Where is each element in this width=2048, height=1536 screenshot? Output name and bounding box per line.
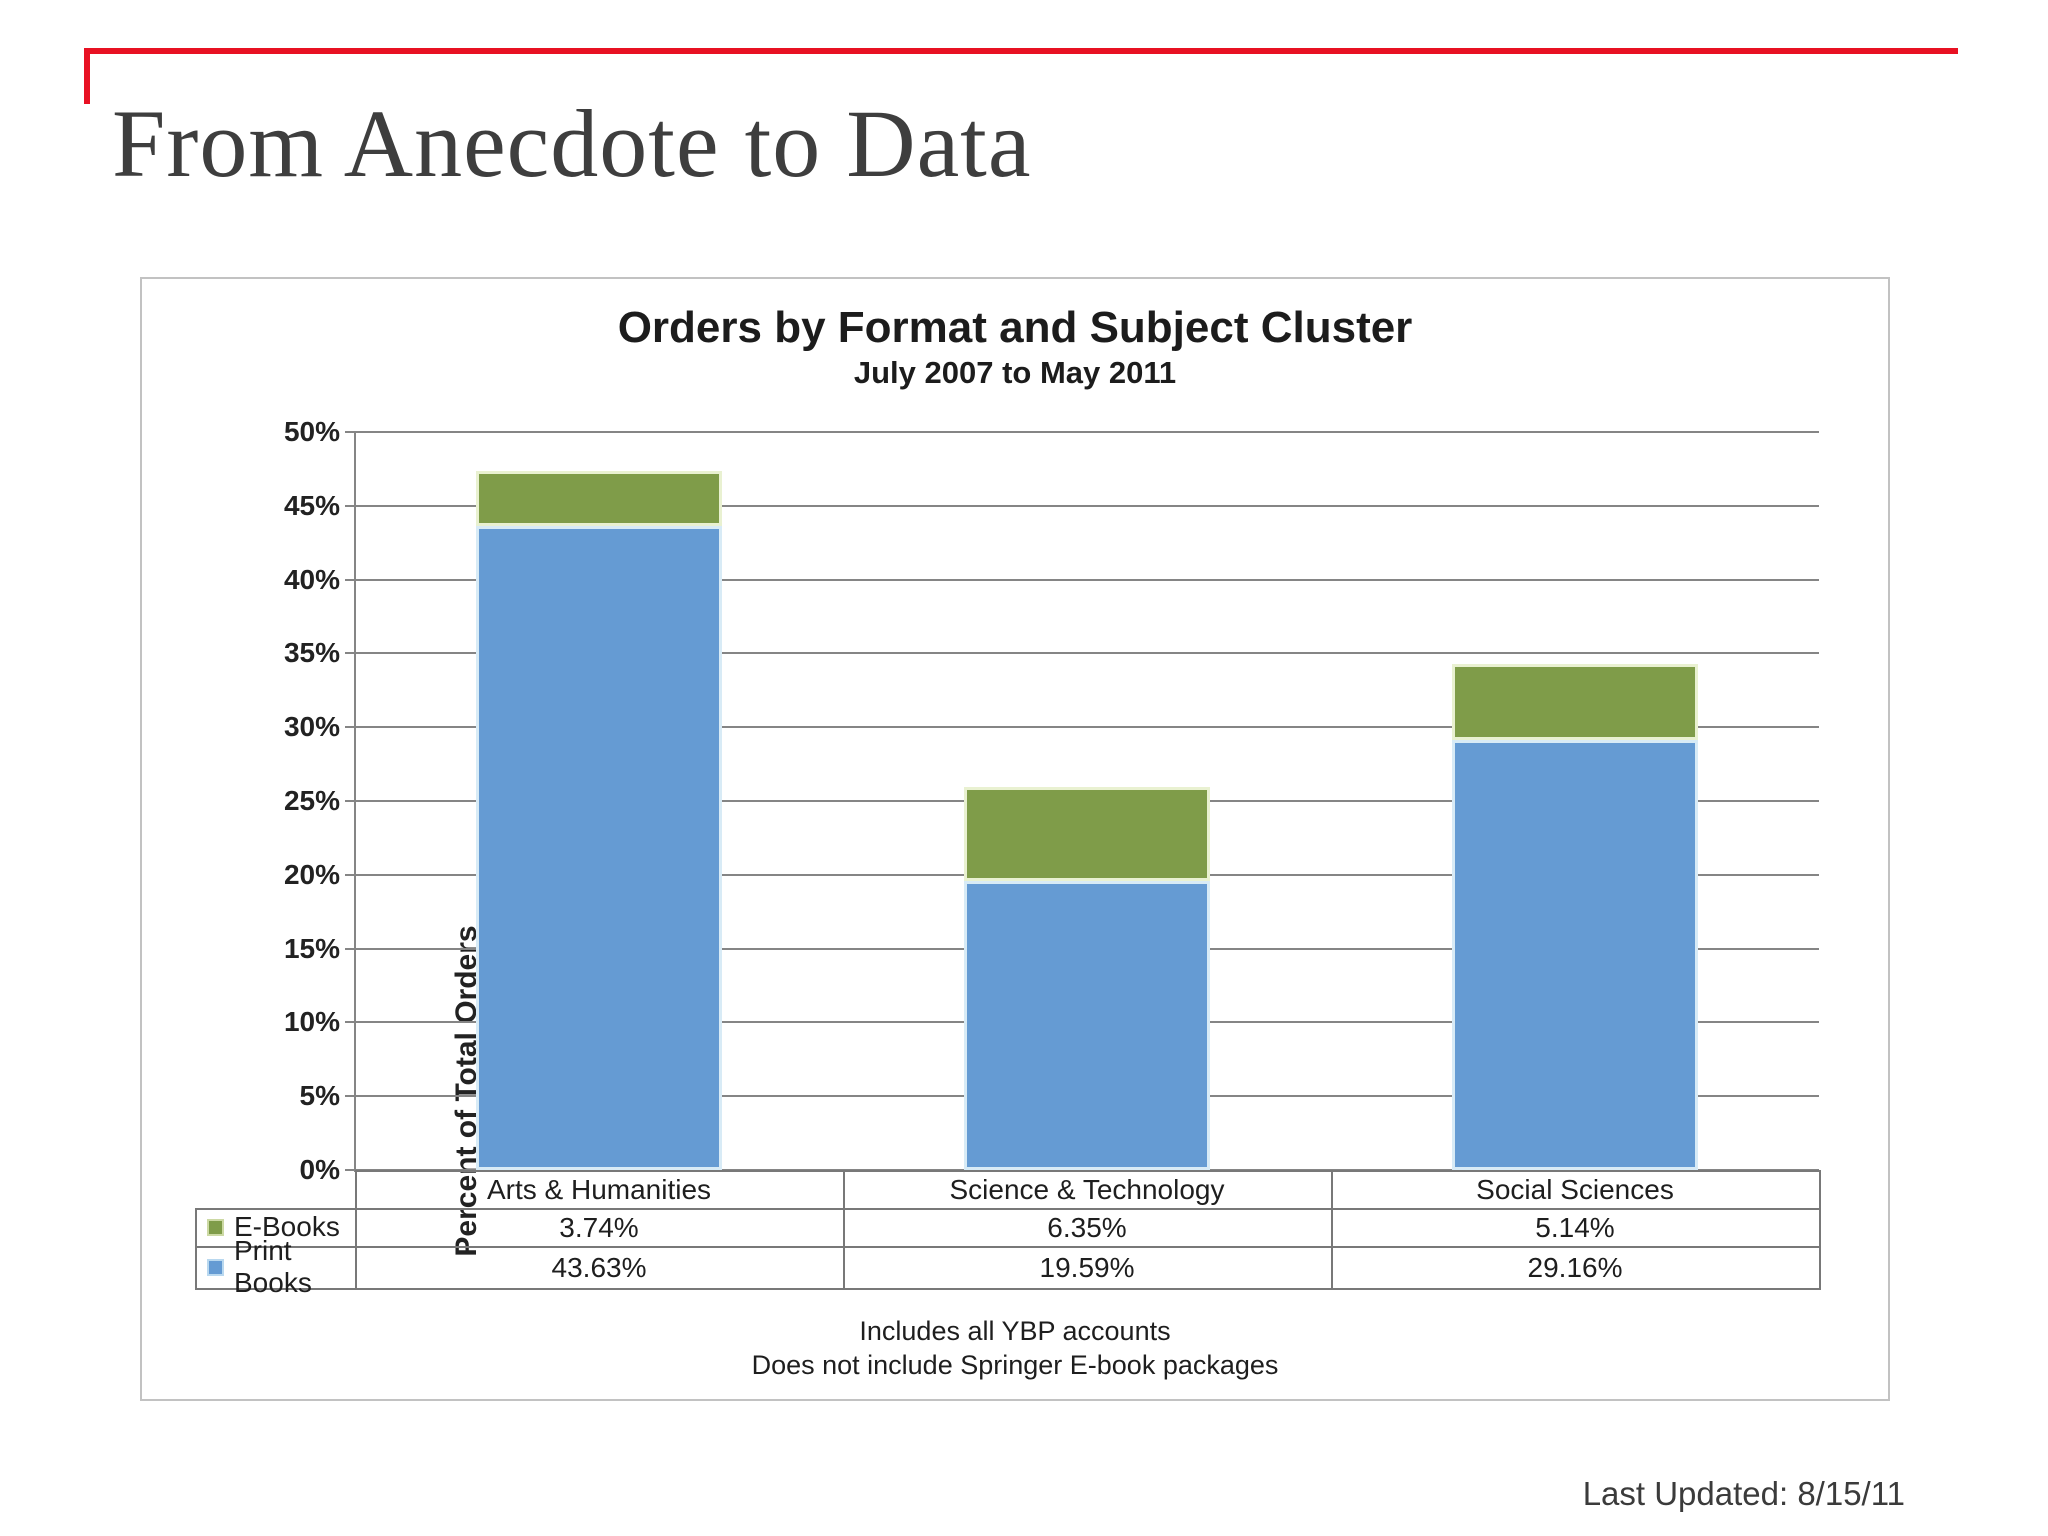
gridline <box>345 504 1819 507</box>
top-accent-line <box>84 48 1958 54</box>
bar-segment-ebooks <box>964 787 1210 881</box>
ebooks-legend-swatch-icon <box>207 1218 224 1236</box>
chart-title: Orders by Format and Subject Cluster <box>617 303 1413 352</box>
bar-1 <box>476 471 722 1170</box>
plot-area: Percent of Total Orders 0% 5% 10% 15% 20% 25%… <box>284 416 1819 1257</box>
bar-3 <box>1452 664 1698 1170</box>
bar-segment-printbooks <box>476 526 722 1170</box>
value-cell: 19.59% <box>1039 1252 1135 1283</box>
table-border <box>843 1170 845 1290</box>
value-cell: 5.14% <box>1535 1212 1615 1243</box>
y-tick-label: 20% <box>283 858 340 890</box>
gridline <box>345 431 1819 433</box>
y-axis-line <box>354 432 356 1172</box>
value-cell: 6.35% <box>1047 1212 1127 1243</box>
table-border <box>355 1170 357 1290</box>
footnote-line-2: Does not include Springer E-book package… <box>751 1350 1279 1380</box>
table-border <box>195 1246 1821 1248</box>
printbooks-legend-swatch-icon <box>207 1258 224 1276</box>
footnote-line-1: Includes all YBP accounts <box>859 1316 1171 1346</box>
y-tick-label: 50% <box>283 416 340 447</box>
bar-segment-printbooks <box>1452 740 1698 1170</box>
value-cell: 43.63% <box>551 1252 647 1283</box>
category-label: Science & Technology <box>949 1174 1225 1205</box>
legend-printbooks: Print Books <box>207 1235 355 1298</box>
y-tick-label: 30% <box>283 711 340 743</box>
chart-subtitle: July 2007 to May 2011 <box>853 355 1177 390</box>
chart-panel: Orders by Format and Subject Cluster Jul… <box>140 277 1890 1401</box>
bar-segment-ebooks <box>476 471 722 526</box>
page-title: From Anecdote to Data <box>112 90 1032 197</box>
legend-label: Print Books <box>234 1235 312 1298</box>
bar-segment-printbooks <box>964 881 1210 1170</box>
bar-2 <box>964 787 1210 1170</box>
y-tick-label: 0% <box>299 1154 340 1185</box>
table-border <box>195 1208 197 1290</box>
y-tick-label: 40% <box>283 563 340 595</box>
bar-segment-ebooks <box>1452 664 1698 740</box>
table-border <box>1331 1170 1333 1290</box>
table-border <box>195 1288 1821 1290</box>
chart-footnotes: Includes all YBP accounts Does not inclu… <box>142 1314 1888 1382</box>
y-tick-label: 15% <box>283 932 340 964</box>
y-tick-label: 25% <box>283 785 340 816</box>
category-label: Arts & Humanities <box>486 1174 712 1205</box>
top-accent-corner <box>84 48 90 104</box>
value-cell: 29.16% <box>1527 1252 1623 1283</box>
y-tick-label: 10% <box>283 1006 340 1038</box>
legend-ebooks: E-Books <box>207 1208 355 1246</box>
value-cell: 3.74% <box>559 1212 639 1243</box>
y-tick-label: 5% <box>299 1080 340 1112</box>
category-label: Social Sciences <box>1476 1174 1674 1205</box>
table-border <box>195 1208 1821 1210</box>
gridline <box>345 578 1819 581</box>
gridline <box>345 726 1819 729</box>
legend-label: E-Books <box>234 1211 340 1242</box>
table-border <box>1819 1170 1821 1290</box>
last-updated-label: Last Updated: 8/15/11 <box>1582 1475 1905 1512</box>
gridline <box>345 652 1819 655</box>
table-border <box>355 1170 1821 1172</box>
y-tick-label: 45% <box>283 489 340 521</box>
y-tick-label: 35% <box>283 637 340 669</box>
